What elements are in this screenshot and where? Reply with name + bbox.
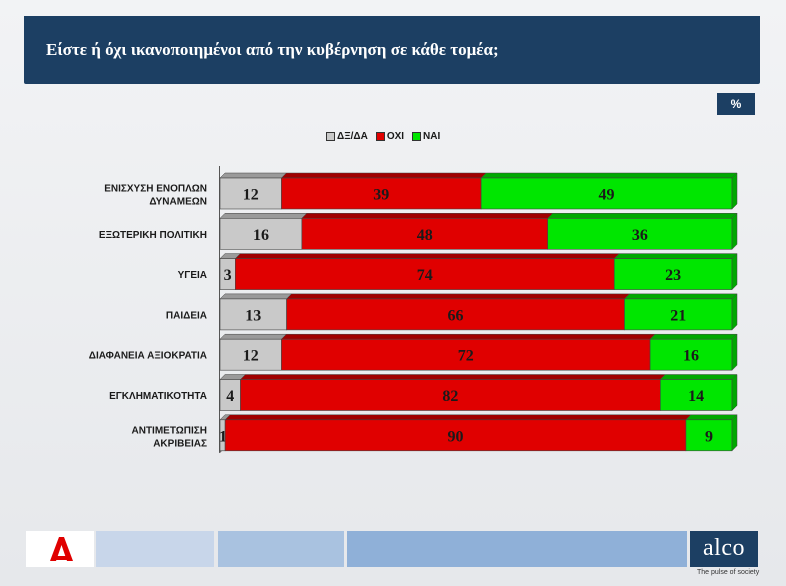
legend-item-yes: ΝΑΙ (412, 131, 440, 142)
category-label: ΥΓΕΙΑ (178, 270, 207, 281)
brand-logo: alco (690, 531, 758, 567)
bar-top-face (224, 414, 692, 421)
data-label: 36 (632, 227, 648, 244)
legend-label-no: ΟΧΙ (386, 130, 405, 142)
bar-side-face (731, 293, 738, 331)
data-label: 23 (665, 267, 681, 284)
bar-segment (281, 177, 482, 210)
broadcaster-logo-icon (50, 537, 73, 561)
data-label: 9 (705, 428, 713, 445)
legend-label-dk: ΔΞ/ΔΑ (337, 130, 368, 142)
data-label: 82 (442, 388, 458, 405)
bar-segment (286, 298, 625, 331)
data-label: 13 (245, 307, 261, 324)
legend-item-dk: ΔΞ/ΔΑ (326, 131, 368, 142)
category-label: ΕΞΩΤΕΡΙΚΗ ΠΟΛΙΤΙΚΗ (99, 230, 207, 241)
bar-top-face (234, 253, 620, 259)
bar-side-face (731, 333, 738, 371)
bar-side-face (731, 373, 738, 412)
category-label: ΑΝΤΙΜΕΤΩΠΙΣΗ (132, 425, 208, 436)
bar-top-face (480, 172, 738, 179)
legend-swatch-dk (326, 131, 335, 141)
data-label: 48 (417, 227, 433, 244)
bar-segment (480, 177, 733, 210)
bar-top-face (219, 293, 293, 300)
data-label: 16 (253, 227, 269, 244)
bar-segment (613, 258, 733, 290)
unit-badge: % (717, 93, 755, 115)
bar-segment (301, 218, 548, 250)
bar-top-face (219, 172, 288, 179)
bar-top-face (219, 333, 288, 340)
bar-segment (235, 258, 615, 290)
legend-label-yes: ΝΑΙ (423, 130, 441, 142)
bar-top-face (547, 213, 738, 219)
bar-top-face (649, 333, 738, 340)
data-label: 14 (688, 388, 704, 405)
category-label: ΔΥΝΑΜΕΩΝ (149, 197, 207, 208)
data-label: 74 (417, 267, 433, 284)
bar-segment (281, 338, 651, 371)
legend-item-no: ΟΧΙ (375, 130, 405, 142)
bar-segment (649, 338, 733, 371)
bar-top-face (285, 293, 631, 300)
data-label: 66 (448, 307, 464, 324)
data-label: 4 (226, 388, 234, 405)
bar-top-face (613, 253, 738, 259)
category-label: ΔΙΑΦΑΝΕΙΑ ΑΞΙΟΚΡΑΤΙΑ (89, 351, 207, 362)
data-label: 12 (243, 348, 259, 365)
footer-strip-1 (96, 531, 214, 567)
bar-top-face (685, 414, 738, 421)
data-label: 49 (599, 187, 615, 204)
bar-segment (219, 218, 303, 250)
data-label: 21 (670, 307, 686, 324)
data-label: 3 (224, 267, 232, 284)
data-label: 90 (448, 428, 464, 445)
data-label: 72 (458, 348, 474, 365)
bar-segment (660, 379, 733, 411)
category-label: ΕΓΚΛΗΜΑΤΙΚΟΤΗΤΑ (109, 391, 207, 402)
bar-side-face (731, 212, 738, 250)
brand-tagline: The pulse of society (697, 569, 760, 576)
legend-swatch-no (375, 131, 385, 141)
data-label: 39 (373, 187, 389, 204)
footer-logo-box (26, 531, 94, 567)
bar-segment (547, 218, 733, 250)
bar-top-face (301, 213, 554, 219)
footer-strip-3 (347, 531, 687, 567)
category-label: ΠΑΙΔΕΙΑ (166, 310, 207, 321)
bar-side-face (731, 252, 738, 291)
bar-top-face (659, 374, 738, 380)
data-label: 16 (683, 348, 699, 365)
bar-segment (240, 379, 661, 411)
bar-side-face (731, 414, 738, 452)
bar-segment (219, 298, 287, 331)
data-label: 12 (243, 187, 259, 204)
category-label: ΕΝΙΣΧΥΣΗ ΕΝΟΠΛΩΝ (104, 184, 207, 195)
legend-swatch-yes (412, 131, 422, 141)
page-title: Είστε ή όχι ικανοποιημένοι από την κυβέρ… (46, 40, 499, 59)
bar-segment (224, 419, 687, 452)
title-bar: Είστε ή όχι ικανοποιημένοι από την κυβέρ… (24, 16, 760, 84)
footer-strip-2 (218, 531, 344, 567)
bar-segment (685, 419, 733, 452)
chart-legend: ΔΞ/ΔΑ ΟΧΙ ΝΑΙ (326, 129, 444, 143)
data-label: 1 (219, 428, 227, 445)
category-label: ΑΚΡΙΒΕΙΑΣ (153, 438, 207, 449)
bar-top-face (280, 172, 487, 179)
bar-top-face (239, 374, 666, 380)
bar-side-face (731, 172, 738, 210)
bar-top-face (219, 213, 308, 219)
bar-segment (219, 177, 282, 210)
bar-top-face (280, 333, 656, 340)
bar-top-face (623, 293, 738, 300)
